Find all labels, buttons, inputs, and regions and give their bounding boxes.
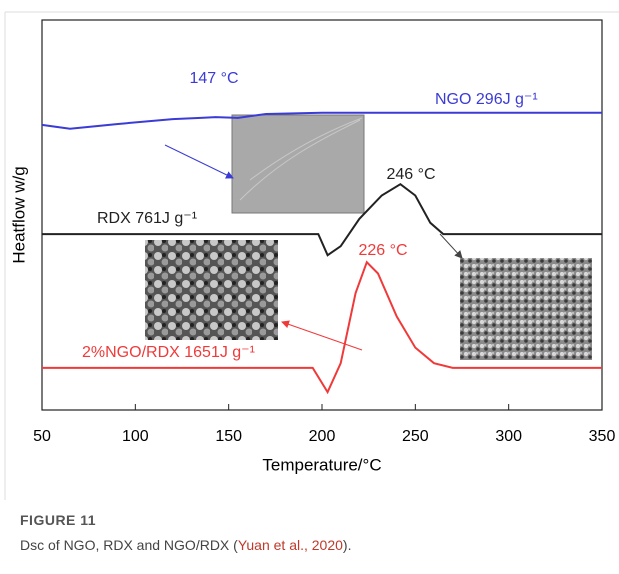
- caption-text: Dsc of NGO, RDX and NGO/RDX (: [20, 537, 238, 553]
- chart: Temperature/°C Heatflow w/g 50 100 150 200 2…: [0, 0, 619, 500]
- series-label: 2%NGO/RDX 1651J g⁻¹: [82, 344, 255, 361]
- figure-caption: Dsc of NGO, RDX and NGO/RDX (Yuan et al.…: [20, 537, 351, 553]
- peak-label: 246 °C: [386, 166, 435, 183]
- x-tick-label: 200: [309, 428, 336, 445]
- series-label: NGO 296J g⁻¹: [435, 91, 538, 108]
- x-tick-label: 350: [589, 428, 616, 445]
- peak-label: 147 °C: [189, 70, 238, 87]
- peak-label: 226 °C: [358, 242, 407, 259]
- sem-image-rdx: [460, 258, 592, 360]
- x-tick-label: 100: [122, 428, 149, 445]
- x-tick-label: 50: [33, 428, 51, 445]
- y-axis-label: Heatflow w/g: [9, 166, 28, 263]
- citation[interactable]: Yuan et al., 2020: [238, 537, 343, 553]
- page: {"chart_data": {"type": "line", "xlabel"…: [0, 0, 619, 574]
- arrow: [165, 145, 233, 178]
- figure-label: FIGURE 11: [20, 512, 96, 528]
- x-tick-label: 300: [495, 428, 522, 445]
- series-label: RDX 761J g⁻¹: [97, 210, 197, 227]
- arrow: [440, 234, 462, 258]
- sem-image-ngo: [232, 115, 364, 213]
- x-axis-label: Temperature/°C: [262, 455, 381, 474]
- caption-end: ).: [343, 537, 352, 553]
- arrow: [282, 322, 362, 350]
- x-tick-label: 150: [215, 428, 242, 445]
- x-tick-label: 250: [402, 428, 429, 445]
- sem-image-ngo-rdx: [145, 240, 278, 340]
